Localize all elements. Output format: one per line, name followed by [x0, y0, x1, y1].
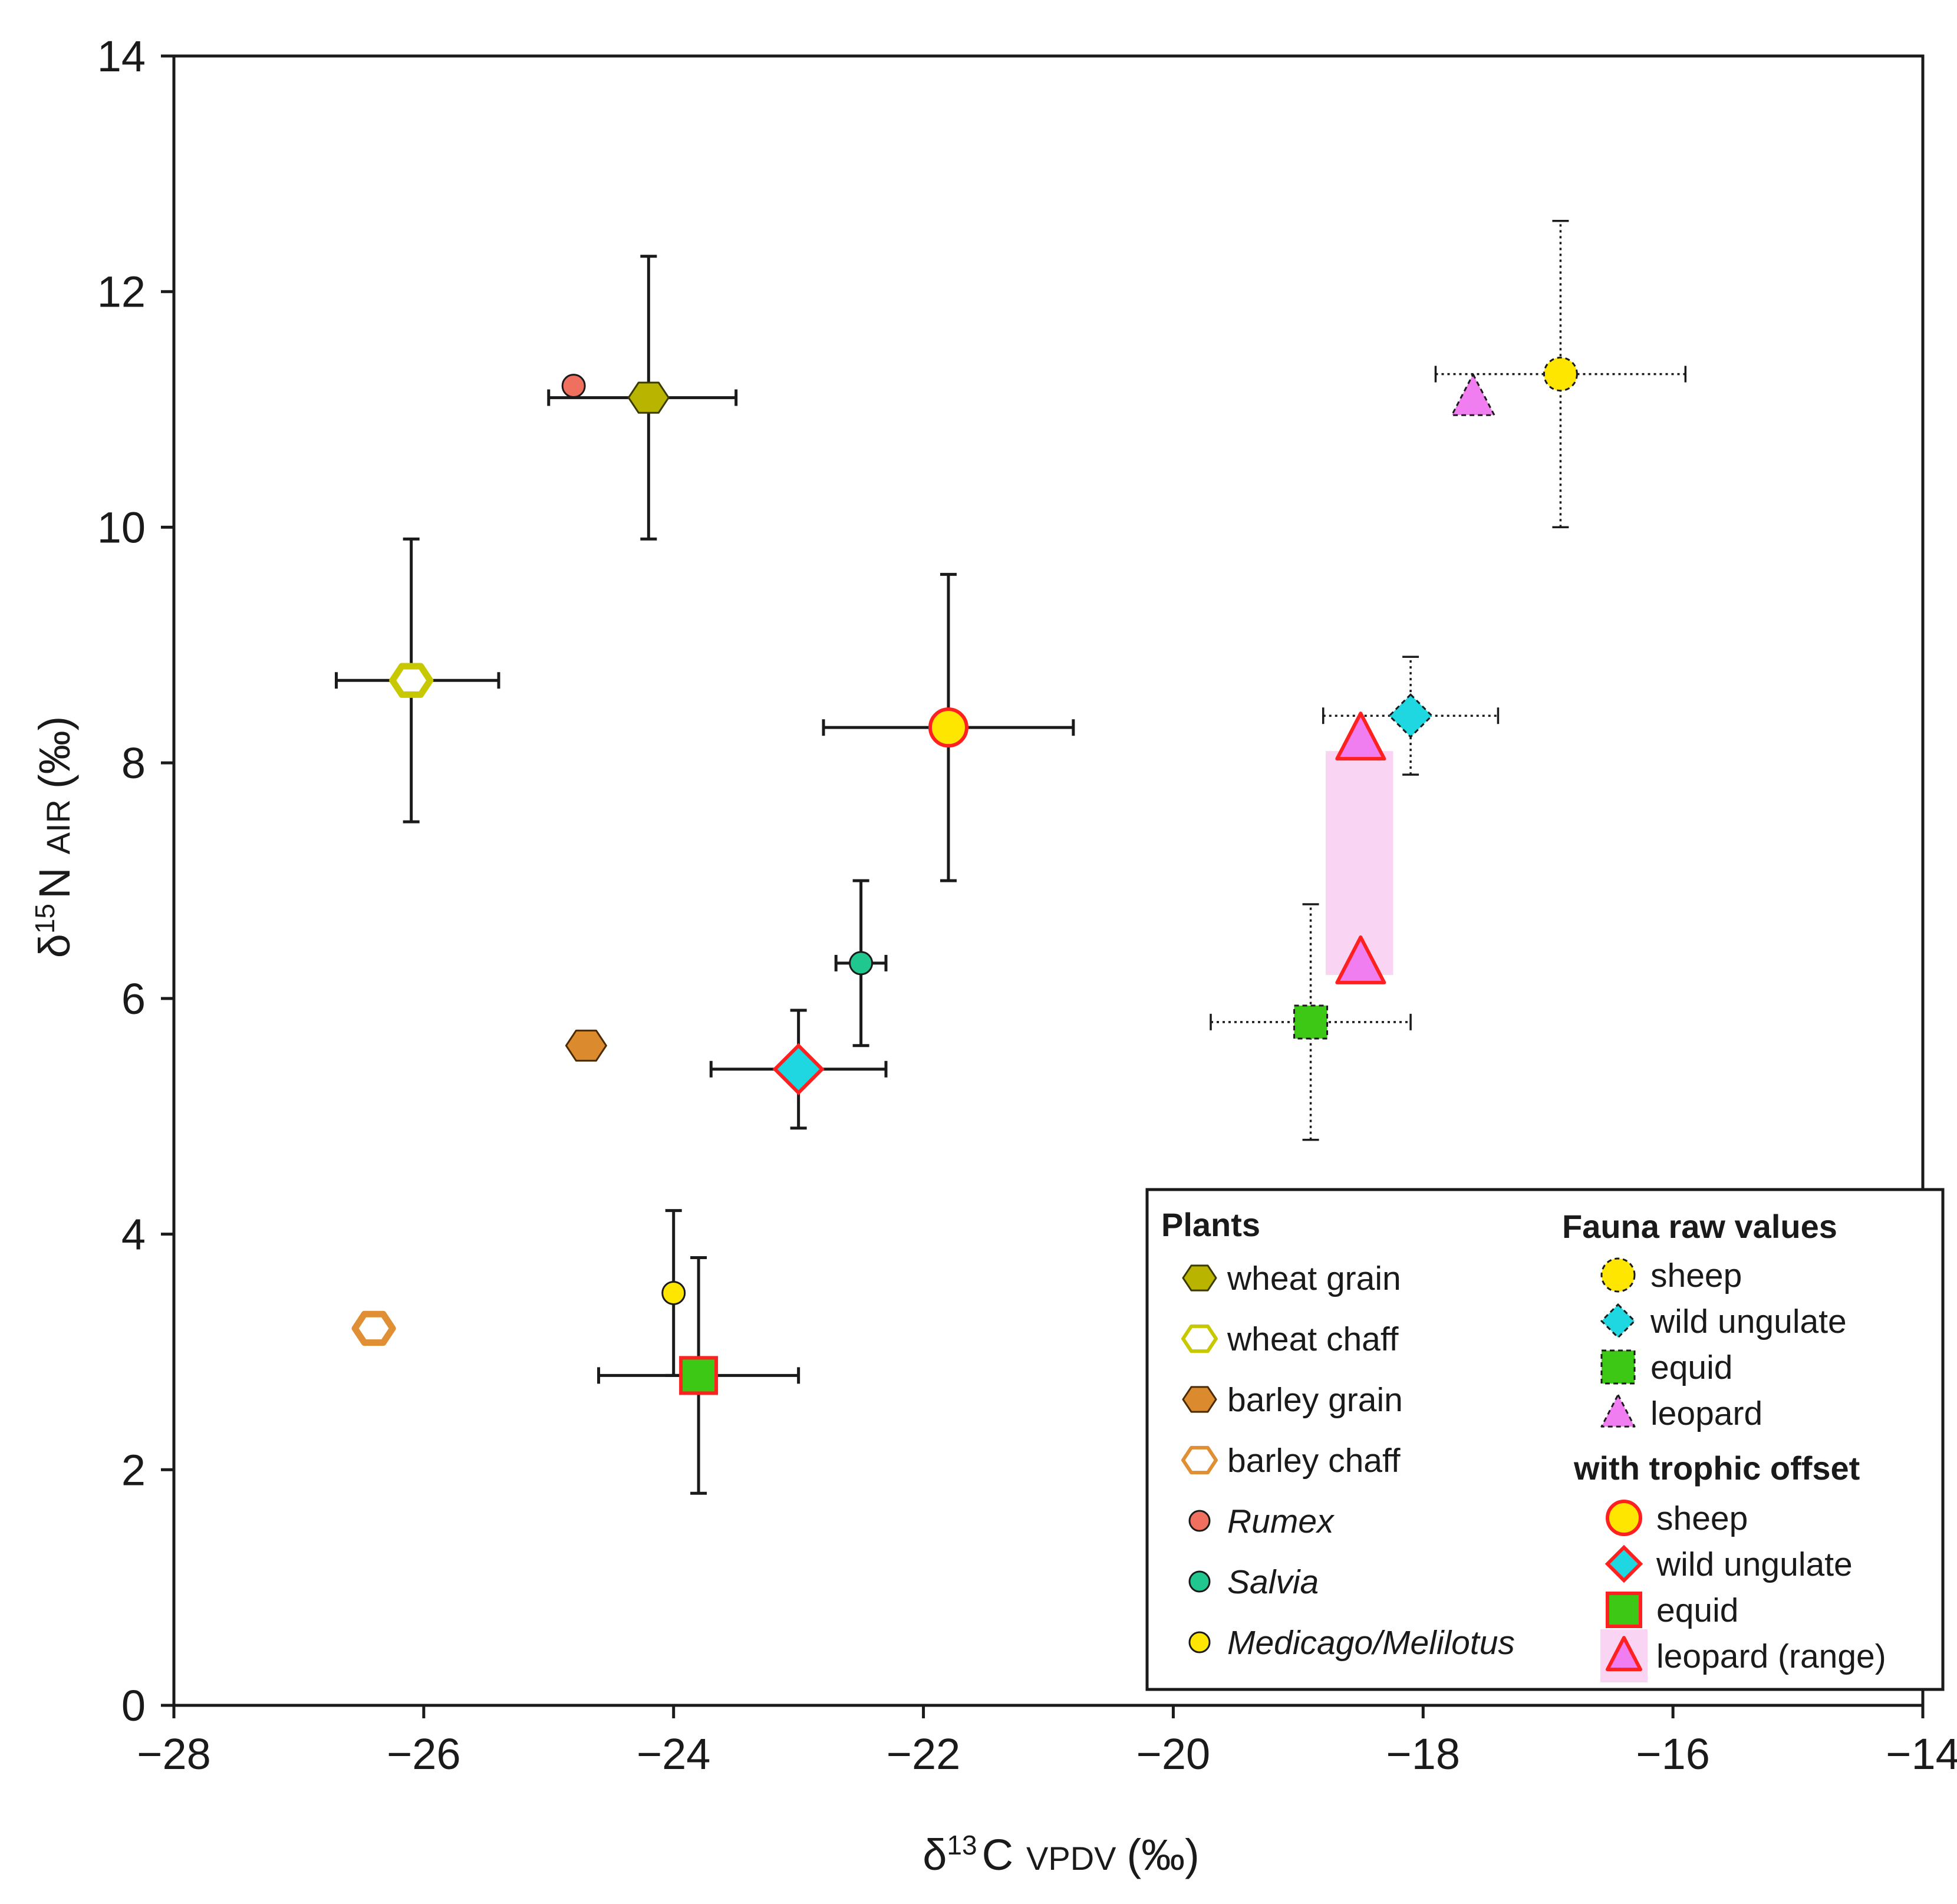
x-tick-label: −16: [1636, 1730, 1710, 1778]
legend-offset-title: with trophic offset: [1573, 1450, 1860, 1487]
x-tick-label: −18: [1386, 1730, 1461, 1778]
legend-marker-sheep: [1600, 1257, 1636, 1293]
legend-label-salvia: Salvia: [1227, 1563, 1319, 1601]
plot-area: −28 −26 −24 −22 −20 −18 −16 −14 0 2 4 6 8 10 12 14: [97, 32, 1957, 1778]
y-tick-label: 6: [121, 974, 146, 1023]
legend-marker-barley-grain: [1182, 1386, 1217, 1413]
legend-marker-salvia: [1188, 1570, 1211, 1593]
y-tick-label: 4: [121, 1210, 146, 1259]
legend-marker-leopard-range: [1606, 1636, 1642, 1672]
equid-point: [1293, 1004, 1329, 1040]
medicago-melilotus-point: [661, 1281, 686, 1305]
legend-label-barley-chaff: barley chaff: [1227, 1442, 1401, 1480]
legend-plants-title: Plants: [1161, 1206, 1260, 1243]
x-tick-label: −20: [1136, 1730, 1211, 1778]
legend-label-equid-trophic-offset: equid: [1656, 1592, 1738, 1629]
equid-trophic-offset-point: [679, 1356, 719, 1395]
legend: Plants Fauna raw values with trophic off…: [1145, 1188, 1945, 1691]
legend-marker-rumex: [1188, 1510, 1211, 1532]
legend-marker-equid: [1600, 1349, 1636, 1385]
barley-grain-point: [565, 1029, 607, 1062]
y-tick-label: 12: [97, 268, 146, 317]
y-axis-title-sub: AIR: [39, 799, 77, 854]
leopard-range-point: [1335, 935, 1386, 984]
legend-label-rumex: Rumex: [1227, 1503, 1335, 1540]
wheat-grain-point: [627, 381, 670, 414]
y-tick-label: 14: [97, 32, 146, 81]
legend-marker-sheep-trophic-offset: [1606, 1500, 1642, 1536]
legend-label-medicago-melilotus: Medicago/Melilotus: [1227, 1624, 1515, 1662]
wheat-chaff-point: [389, 663, 434, 698]
legend-label-equid: equid: [1650, 1349, 1732, 1386]
y-axis-title-prefix: δ: [30, 934, 79, 958]
legend-marker-barley-chaff: [1181, 1445, 1218, 1475]
wild-ungulate-trophic-offset-point: [772, 1043, 825, 1096]
plot-frame: [172, 54, 1925, 1707]
legend-fauna-title: Fauna raw values: [1562, 1208, 1837, 1245]
x-axis-title: δ13 C VPDV (‰): [923, 1830, 1200, 1879]
y-tick-label: 2: [121, 1445, 146, 1494]
legend-label-sheep-trophic-offset: sheep: [1656, 1500, 1748, 1537]
y-axis-title-main: N: [30, 867, 79, 898]
x-axis-title-sub: VPDV: [1026, 1840, 1116, 1877]
legend-marker-wild-ungulate-trophic-offset: [1605, 1544, 1643, 1583]
rumex-point: [561, 374, 586, 398]
x-axis-title-main: C: [982, 1830, 1013, 1879]
legend-marker-leopard: [1600, 1394, 1636, 1428]
y-axis-title-sup: 15: [29, 904, 60, 934]
legend-label-barley-grain: barley grain: [1227, 1381, 1403, 1419]
x-tick-label: −22: [887, 1730, 961, 1778]
legend-label-wheat-chaff: wheat chaff: [1227, 1320, 1399, 1358]
sheep-trophic-offset-point: [928, 707, 968, 748]
leopard-range-point: [1335, 711, 1386, 761]
leopard-point: [1451, 373, 1495, 416]
y-axis-title: δ15 N AIR (‰): [29, 716, 79, 958]
x-axis-title-unit: (‰): [1127, 1830, 1200, 1879]
y-tick-label: 8: [121, 739, 146, 788]
wild-ungulate-point: [1388, 693, 1434, 739]
legend-box: [1145, 1188, 1945, 1691]
legend-label-leopard: leopard: [1650, 1395, 1762, 1432]
legend-label-leopard-range: leopard (range): [1656, 1638, 1886, 1675]
barley-chaff-point: [351, 1310, 396, 1346]
legend-marker-medicago-melilotus: [1188, 1631, 1211, 1653]
x-axis-title-prefix: δ: [923, 1830, 947, 1879]
legend-marker-equid-trophic-offset: [1606, 1592, 1642, 1628]
y-axis-title-unit: (‰): [30, 716, 79, 789]
x-tick-label: −14: [1886, 1730, 1957, 1778]
legend-label-wild-ungulate-trophic-offset: wild ungulate: [1656, 1546, 1853, 1583]
y-tick-label: 0: [121, 1681, 146, 1730]
sheep-point: [1543, 357, 1578, 392]
x-tick-label: −28: [137, 1730, 211, 1778]
x-tick-label: −26: [387, 1730, 461, 1778]
x-axis-title-sup: 13: [947, 1830, 977, 1860]
legend-label-sheep: sheep: [1650, 1257, 1742, 1294]
y-tick-label: 10: [97, 503, 146, 552]
legend-label-wheat-grain: wheat grain: [1227, 1260, 1401, 1297]
salvia-point: [849, 951, 874, 976]
legend-marker-wheat-chaff: [1181, 1324, 1218, 1353]
x-tick-label: −24: [637, 1730, 711, 1778]
legend-marker-wheat-grain: [1182, 1264, 1217, 1292]
legend-label-wild-ungulate: wild ungulate: [1650, 1303, 1847, 1340]
legend-marker-wild-ungulate: [1600, 1303, 1636, 1339]
